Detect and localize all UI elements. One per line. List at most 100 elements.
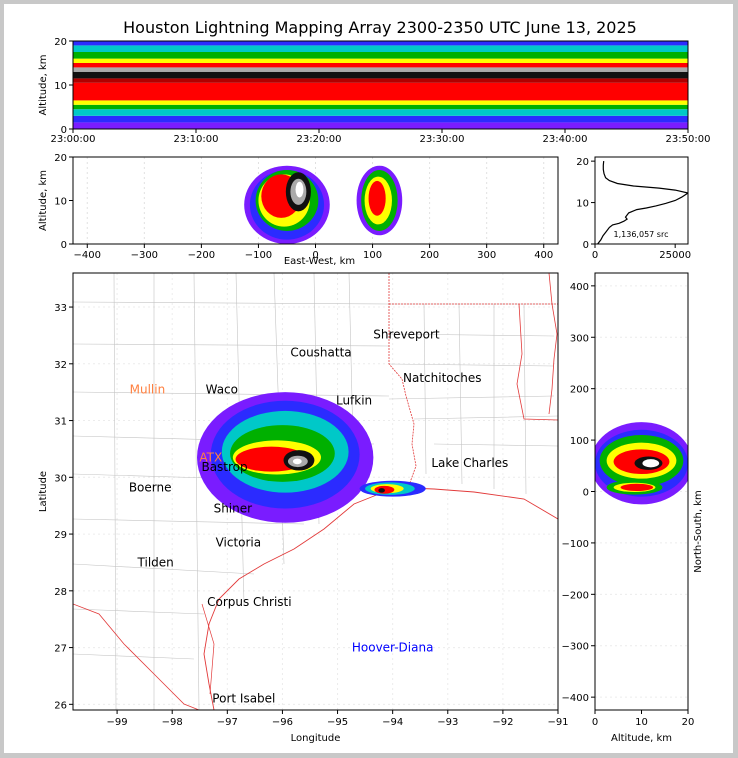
- time-height-band: [73, 115, 688, 123]
- y-tick-label: −200: [562, 590, 589, 601]
- x-tick-label: 0: [592, 250, 598, 261]
- x-tick-label: −97: [217, 717, 238, 728]
- y-tick-label: 100: [570, 436, 589, 447]
- y-tick-label: 26: [54, 700, 67, 711]
- figure-frame: Houston Lightning Mapping Array 2300-235…: [4, 4, 733, 753]
- time-height-band: [73, 122, 688, 129]
- source-density-cell: [368, 180, 386, 216]
- time-height-band: [73, 58, 688, 63]
- city-label: Natchitoches: [403, 371, 481, 385]
- y-tick-label: 33: [54, 303, 67, 314]
- source-count-annotation: 1,136,057 src: [614, 230, 669, 239]
- x-tick-label: 25000: [659, 250, 691, 261]
- x-tick-label: 0: [592, 717, 598, 728]
- x-tick-label: −94: [382, 717, 403, 728]
- city-label: Lake Charles: [431, 456, 508, 470]
- lma-figure: Houston Lightning Mapping Array 2300-235…: [38, 18, 710, 744]
- time-height-band: [73, 41, 688, 46]
- x-tick-label: 100: [363, 250, 382, 261]
- altitude-histogram-panel: 1,136,057 src 0 25000 0 10 20: [576, 156, 691, 261]
- y-tick-label: 0: [583, 488, 589, 499]
- y-axis-label: Altitude, km: [38, 55, 49, 116]
- source-density-cell: [620, 483, 654, 491]
- x-tick-label: 300: [477, 250, 496, 261]
- y-tick-label: 200: [570, 385, 589, 396]
- time-height-band: [73, 63, 688, 68]
- y-tick-label: 20: [54, 153, 67, 164]
- x-tick-label: 23:40:00: [543, 134, 588, 145]
- north-south-altitude-panel: 0 10 20 −400 −300 −200 −100 0 100 200 300 400 Altitu…: [562, 272, 704, 744]
- time-height-band: [73, 45, 688, 52]
- y-tick-label: 32: [54, 360, 67, 371]
- y-axis-label: North-South, km: [693, 490, 704, 573]
- x-tick-label: 23:50:00: [666, 134, 711, 145]
- city-label: Coushatta: [290, 345, 351, 359]
- city-label: Boerne: [129, 481, 172, 495]
- x-tick-label: 200: [420, 250, 439, 261]
- x-tick-label: 400: [534, 250, 553, 261]
- y-tick-label: 10: [54, 197, 67, 208]
- x-tick-label: 0: [312, 250, 318, 261]
- y-tick-label: 0: [61, 125, 67, 136]
- city-label: Shiner: [214, 502, 253, 516]
- y-tick-label: 0: [61, 240, 67, 251]
- y-axis-label: Latitude: [38, 471, 49, 512]
- y-tick-label: −100: [562, 539, 589, 550]
- time-height-band: [73, 82, 688, 101]
- city-label: Port Isabel: [212, 692, 275, 706]
- source-density-cell: [642, 459, 660, 468]
- source-density-cell: [378, 488, 385, 493]
- x-tick-label: −95: [327, 717, 348, 728]
- x-tick-label: −99: [107, 717, 128, 728]
- city-label: Victoria: [216, 536, 262, 550]
- city-label: Mullin: [130, 382, 166, 396]
- time-height-band: [73, 109, 688, 116]
- city-label: Lufkin: [336, 394, 372, 408]
- time-height-band: [73, 100, 688, 105]
- city-label: Shreveport: [373, 327, 440, 341]
- time-height-band: [73, 104, 688, 110]
- city-label: Corpus Christi: [207, 595, 292, 609]
- y-tick-label: −400: [562, 693, 589, 704]
- source-density-cell: [295, 181, 304, 198]
- x-tick-label: 23:10:00: [174, 134, 219, 145]
- x-tick-label: 23:30:00: [420, 134, 465, 145]
- y-tick-label: 10: [576, 199, 589, 210]
- city-label: Waco: [206, 382, 238, 396]
- x-axis-label: East-West, km: [284, 256, 355, 267]
- city-label: Tilden: [137, 555, 174, 569]
- x-tick-label: 23:20:00: [297, 134, 342, 145]
- source-density-cell: [292, 458, 302, 465]
- y-tick-label: 300: [570, 333, 589, 344]
- x-tick-label: −400: [74, 250, 101, 261]
- y-axis-label: Altitude, km: [38, 170, 49, 231]
- y-tick-label: 30: [54, 473, 67, 484]
- x-tick-label: 10: [635, 717, 648, 728]
- city-label: Hoover-Diana: [352, 641, 434, 655]
- x-tick-label: −300: [131, 250, 158, 261]
- x-tick-label: −200: [188, 250, 215, 261]
- time-height-panel: 23:00:00 23:10:00 23:20:00 23:30:00 23:40:00…: [38, 37, 710, 145]
- x-axis-label: Altitude, km: [611, 733, 672, 744]
- x-tick-label: −96: [272, 717, 293, 728]
- y-tick-label: 27: [54, 644, 67, 655]
- x-tick-label: −92: [492, 717, 513, 728]
- time-height-band: [73, 52, 688, 59]
- time-height-band: [73, 71, 688, 79]
- y-tick-label: 20: [54, 37, 67, 48]
- x-tick-label: 23:00:00: [51, 134, 96, 145]
- altitude-distribution-line: [597, 161, 688, 244]
- y-tick-label: 28: [54, 587, 67, 598]
- y-tick-label: 0: [583, 240, 589, 251]
- y-tick-label: −300: [562, 642, 589, 653]
- time-height-band: [73, 78, 688, 83]
- x-axis-label: Longitude: [291, 733, 341, 744]
- figure-title: Houston Lightning Mapping Array 2300-235…: [123, 18, 637, 37]
- plan-view-map-panel: Shreveport Coushatta Natchitoches Mullin Wac…: [38, 272, 569, 744]
- city-label: ATX: [199, 450, 222, 464]
- x-tick-label: −100: [245, 250, 272, 261]
- y-tick-label: 29: [54, 530, 67, 541]
- x-tick-label: −98: [162, 717, 183, 728]
- time-height-band: [73, 67, 688, 72]
- y-tick-label: 400: [570, 282, 589, 293]
